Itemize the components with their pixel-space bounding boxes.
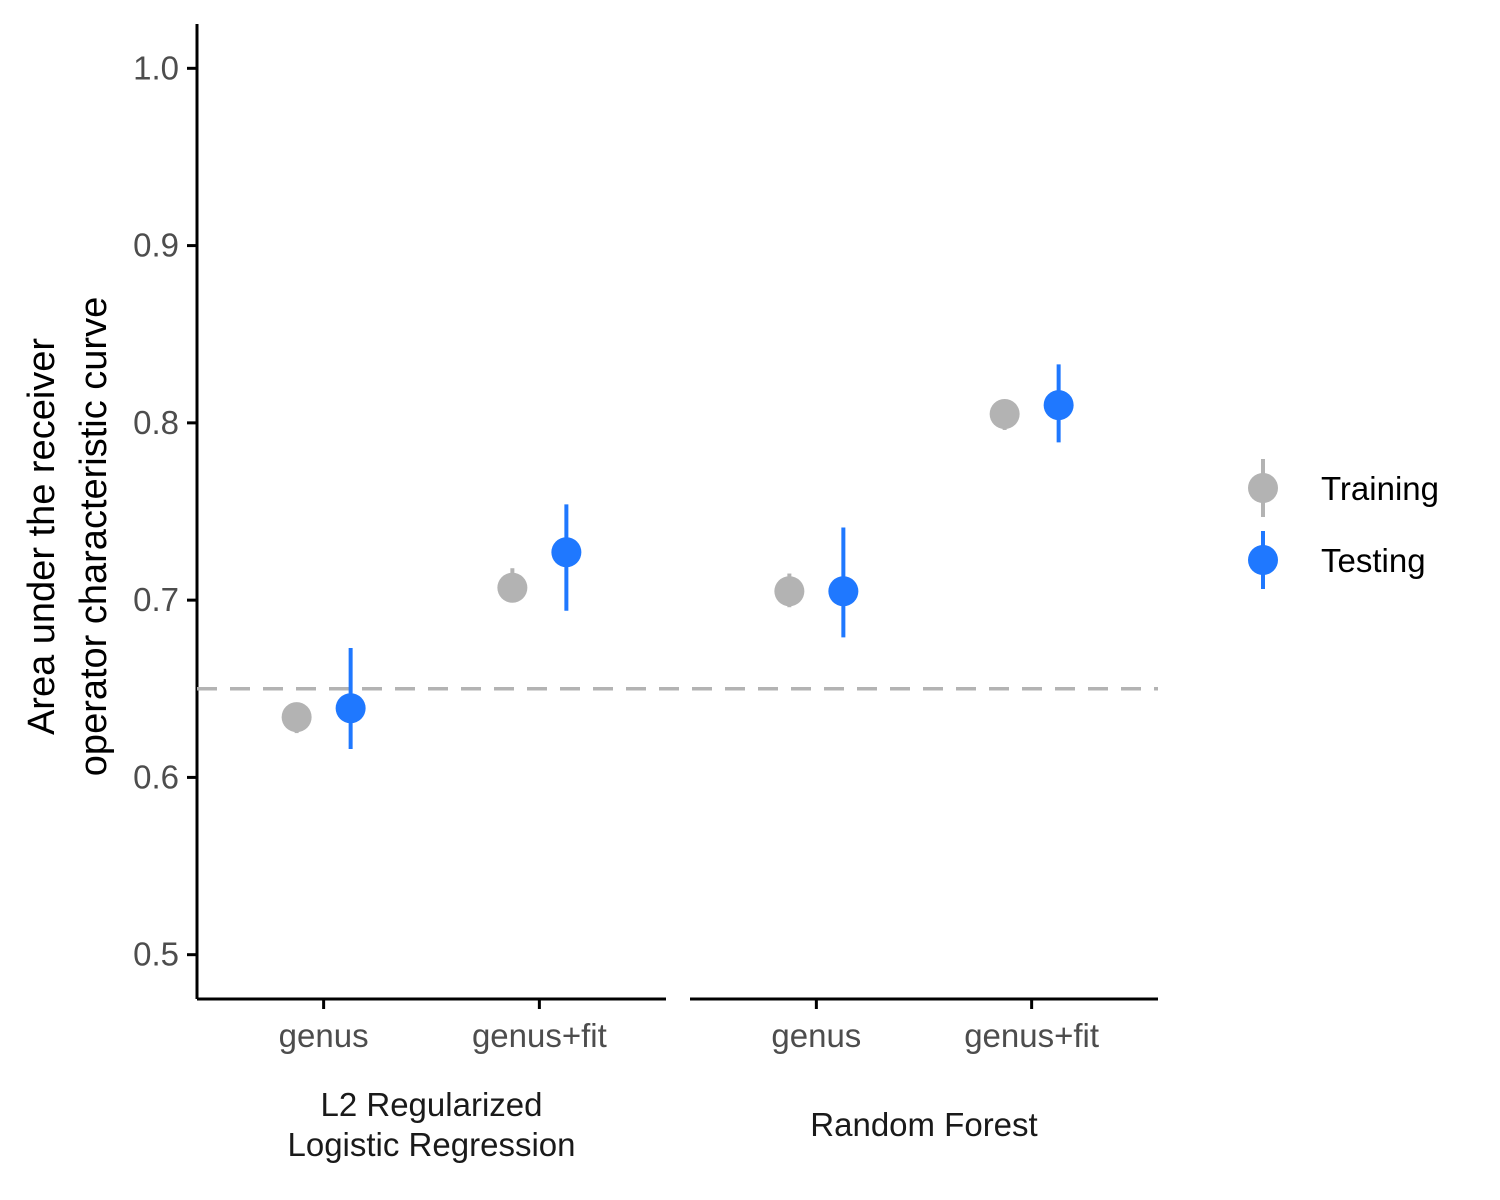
- data-points: [281, 364, 1074, 750]
- point-training: [497, 572, 528, 603]
- x-tick-label: genus+fit: [472, 1017, 607, 1054]
- legend-key-point: [1248, 545, 1278, 575]
- legend-label: Testing: [1321, 542, 1426, 579]
- point-testing: [1043, 390, 1074, 421]
- point-testing: [828, 576, 859, 607]
- y-axis: 0.5 0.6 0.7 0.8 0.9 1.0: [133, 24, 199, 999]
- panel-label: Random Forest: [810, 1106, 1037, 1143]
- y-tick-label: 1.0: [133, 49, 179, 86]
- y-tick-label: 0.5: [133, 936, 179, 973]
- panel-label: L2 Regularized: [321, 1086, 543, 1123]
- y-axis-title: Area under the receiver operator characte…: [21, 297, 115, 776]
- y-axis-title-line: Area under the receiver: [21, 338, 63, 735]
- point-testing: [335, 693, 366, 724]
- y-axis-title-line: operator characteristic curve: [73, 297, 115, 776]
- y-tick-label: 0.8: [133, 404, 179, 441]
- legend-label: Training: [1321, 470, 1439, 507]
- point-training: [774, 576, 805, 607]
- point-testing: [551, 537, 582, 568]
- point-training: [281, 702, 312, 733]
- legend-key-point: [1248, 473, 1278, 503]
- y-tick-label: 0.7: [133, 581, 179, 618]
- y-tick-label: 0.9: [133, 227, 179, 264]
- panel-label: Logistic Regression: [288, 1126, 576, 1163]
- x-tick-label: genus+fit: [964, 1017, 1099, 1054]
- x-tick-label: genus: [279, 1017, 369, 1054]
- legend: Training Testing: [1248, 459, 1439, 589]
- point-training: [989, 399, 1020, 429]
- y-tick-label: 0.6: [133, 758, 179, 795]
- x-tick-label: genus: [771, 1017, 861, 1054]
